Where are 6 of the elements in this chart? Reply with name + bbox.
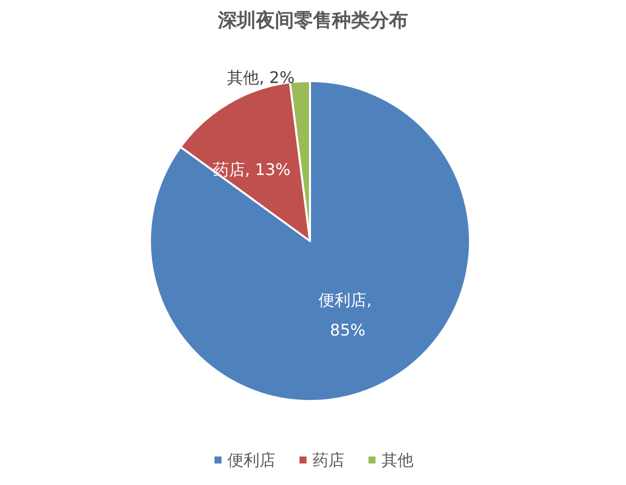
legend-label: 药店 xyxy=(312,450,344,470)
data-label: 便利店, 85% xyxy=(318,290,377,340)
data-label: 其他, 2% xyxy=(227,68,295,87)
chart-title: 深圳夜间零售种类分布 xyxy=(217,10,408,32)
legend-label: 便利店 xyxy=(228,450,276,470)
legend-label: 其他 xyxy=(382,450,414,470)
